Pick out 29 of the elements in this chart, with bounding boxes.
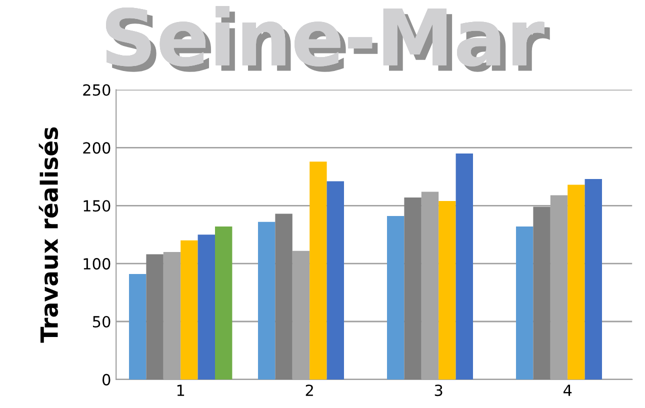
y-tick-label: 0 [102, 374, 110, 386]
x-tick-label: 3 [434, 384, 442, 396]
bar [310, 162, 327, 380]
y-tick-label: 250 [83, 84, 110, 96]
bar [198, 234, 215, 380]
y-tick-label: 150 [84, 200, 110, 212]
y-axis-title: Travaux réalisés [38, 127, 58, 343]
bar [215, 226, 232, 380]
bar [258, 222, 276, 380]
x-tick-label: 4 [563, 384, 572, 396]
bar [516, 226, 534, 380]
x-tick-label: 2 [306, 384, 313, 396]
bar [438, 200, 456, 380]
bar [146, 254, 164, 380]
bar [404, 198, 422, 380]
bar [568, 184, 585, 380]
chart-title: Seine-Mar [106, 6, 550, 72]
bar [129, 274, 146, 380]
x-tick-label: 1 [177, 384, 184, 396]
bar [533, 206, 550, 380]
bar [456, 153, 473, 380]
bar [326, 181, 344, 380]
bar [275, 214, 292, 380]
bar [584, 178, 602, 380]
bar [180, 240, 198, 380]
y-tick-label: 200 [83, 142, 110, 154]
bar [387, 216, 404, 380]
y-tick-label: 50 [92, 316, 110, 328]
y-tick-label: 100 [84, 258, 110, 270]
